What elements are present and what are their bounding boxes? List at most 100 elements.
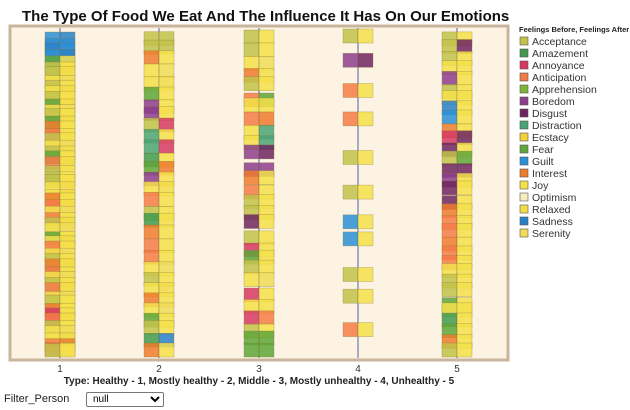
legend-swatch-guilt [519,156,529,166]
filter-label: Filter_Person [4,393,70,405]
cell-5-19-after[interactable] [456,223,473,238]
cell-4-3-before[interactable] [342,111,359,127]
cell-3-21-after[interactable] [258,272,275,287]
cell-4-7-after[interactable] [357,231,374,247]
cell-5-4-after[interactable] [456,71,473,86]
cell-4-4-before[interactable] [342,150,359,165]
cell-4-8-after[interactable] [357,267,374,282]
cell-3-10-after[interactable] [258,144,275,160]
cell-3-6-after[interactable] [258,97,275,113]
cell-1-53-after[interactable] [59,343,76,358]
cell-4-5-after[interactable] [357,184,374,200]
cell-5-31-after[interactable] [456,342,473,358]
cell-4-2-before[interactable] [342,83,359,98]
cell-3-16-before[interactable] [243,214,260,229]
cell-3-12-before[interactable] [243,170,260,185]
legend-swatch-amazement [519,48,529,58]
legend-swatch-disgust [519,108,529,118]
cell-4-6-before[interactable] [342,214,359,230]
cell-4-9-before[interactable] [342,288,359,304]
cell-2-2-before[interactable] [143,50,160,66]
legend-swatch-distraction [519,120,529,130]
cell-4-2-after[interactable] [357,83,374,98]
cell-2-29-before[interactable] [143,342,160,358]
cell-4-0-after[interactable] [357,28,374,44]
cell-2-5-before[interactable] [143,86,160,102]
cell-4-10-after[interactable] [357,322,374,337]
cell-4-9-after[interactable] [357,288,374,304]
cell-3-20-after[interactable] [258,259,275,275]
cell-5-15-before[interactable] [441,180,458,196]
cell-3-4-after[interactable] [258,76,275,91]
cell-3-0-after[interactable] [258,29,275,45]
cell-5-25-after[interactable] [456,282,473,297]
cell-4-10-before[interactable] [342,322,359,337]
legend-label-fear: Fear [532,144,554,156]
cell-3-24-before[interactable] [243,310,260,326]
cell-4-1-after[interactable] [357,52,374,68]
legend-label-optimism: Optimism [532,192,577,204]
cell-3-0-before[interactable] [243,29,260,45]
cell-2-3-after[interactable] [158,63,175,79]
x-tick-3: 3 [256,364,262,375]
cell-2-15-after[interactable] [158,192,175,207]
cell-2-18-before[interactable] [143,224,160,240]
cell-2-18-after[interactable] [158,224,175,240]
cell-2-2-after[interactable] [158,50,175,66]
cell-3-7-before[interactable] [243,111,260,127]
cell-2-15-before[interactable] [143,192,160,207]
cell-5-15-after[interactable] [456,180,473,196]
legend-swatch-ecstacy [519,132,529,142]
cell-4-3-after[interactable] [357,111,374,127]
cell-4-8-before[interactable] [342,267,359,282]
cell-5-31-before[interactable] [441,342,458,358]
cell-3-27-after[interactable] [258,342,275,358]
cell-1-53-before[interactable] [44,343,61,358]
cell-2-10-after[interactable] [158,139,175,154]
cell-3-24-after[interactable] [258,310,275,326]
legend-swatch-sadness [519,216,529,226]
cell-3-4-before[interactable] [243,76,260,91]
legend-label-annoyance: Annoyance [532,60,585,72]
cell-2-10-before[interactable] [143,139,160,154]
cell-5-25-before[interactable] [441,282,458,297]
cell-4-4-after[interactable] [357,150,374,165]
legend-swatch-boredom [519,96,529,106]
cell-5-4-before[interactable] [441,71,458,86]
cell-5-8-before[interactable] [441,109,458,125]
cell-3-17-before[interactable] [243,230,260,246]
cell-3-12-after[interactable] [258,170,275,185]
cell-3-27-before[interactable] [243,342,260,358]
cell-3-1-before[interactable] [243,42,260,58]
legend-label-relaxed: Relaxed [532,204,571,216]
x-tick-4: 4 [355,364,361,375]
cell-2-5-after[interactable] [158,86,175,102]
cell-3-17-after[interactable] [258,230,275,246]
cell-3-21-before[interactable] [243,272,260,287]
cell-2-29-after[interactable] [158,342,175,358]
legend-swatch-serenity [519,228,529,238]
cell-5-8-after[interactable] [456,109,473,125]
cell-4-0-before[interactable] [342,28,359,44]
legend-swatch-anticipation [519,72,529,82]
cell-4-6-after[interactable] [357,214,374,230]
cell-4-5-before[interactable] [342,184,359,200]
cell-2-27-before[interactable] [143,320,160,335]
cell-3-7-after[interactable] [258,111,275,127]
cell-4-1-before[interactable] [342,52,359,68]
cell-3-10-before[interactable] [243,144,260,160]
cell-2-3-before[interactable] [143,63,160,79]
legend-label-serenity: Serenity [532,228,571,240]
cell-5-19-before[interactable] [441,223,458,238]
cell-3-16-after[interactable] [258,214,275,229]
filter-person-select[interactable]: null [86,391,164,407]
cell-2-27-after[interactable] [158,320,175,335]
record-cells [44,28,473,358]
cell-5-12-before[interactable] [441,150,458,166]
cell-3-20-before[interactable] [243,259,260,275]
cell-4-7-before[interactable] [342,231,359,247]
cell-5-12-after[interactable] [456,150,473,166]
legend-swatch-acceptance [519,36,529,46]
cell-3-1-after[interactable] [258,42,275,58]
cell-3-6-before[interactable] [243,97,260,113]
